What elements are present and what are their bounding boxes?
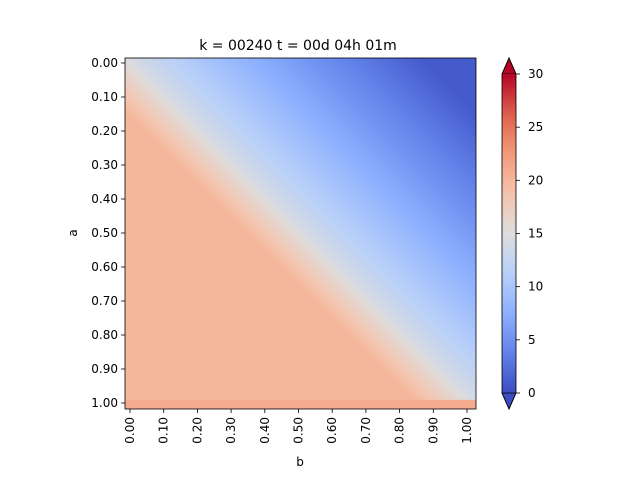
x-axis-label: b bbox=[296, 455, 304, 469]
x-tick-label: 0.30 bbox=[224, 417, 238, 444]
colorbar-tick-label: 5 bbox=[528, 333, 536, 347]
x-tick-label: 0.60 bbox=[325, 417, 339, 444]
y-tick-label: 0.00 bbox=[91, 56, 118, 70]
heatmap bbox=[124, 57, 477, 410]
y-tick-label: 0.90 bbox=[91, 362, 118, 376]
x-tick-label: 0.00 bbox=[123, 417, 137, 444]
colorbar: 0 5 10 15 20 25 30 bbox=[501, 57, 543, 410]
colorbar-tick-label: 20 bbox=[528, 173, 543, 187]
colorbar-tick-label: 25 bbox=[528, 120, 543, 134]
colorbar-extend-top bbox=[501, 57, 517, 75]
y-tick-label: 0.10 bbox=[91, 90, 118, 104]
colorbar-tick-label: 15 bbox=[528, 227, 543, 241]
y-axis-label: a bbox=[66, 229, 80, 236]
colorbar-gradient bbox=[502, 74, 516, 393]
y-axis: 0.00 0.10 0.20 0.30 0.40 0.50 0.60 0.70 0.80 0.90… bbox=[91, 56, 125, 410]
y-tick-label: 0.30 bbox=[91, 158, 118, 172]
y-tick-label: 0.40 bbox=[91, 192, 118, 206]
x-tick-label: 0.80 bbox=[393, 417, 407, 444]
x-tick-label: 0.90 bbox=[426, 417, 440, 444]
y-tick-label: 0.50 bbox=[91, 226, 118, 240]
colorbar-tick-label: 0 bbox=[528, 386, 536, 400]
x-tick-label: 1.00 bbox=[460, 417, 474, 444]
colorbar-tick-label: 30 bbox=[528, 67, 543, 81]
y-tick-label: 0.20 bbox=[91, 124, 118, 138]
colorbar-tick-label: 10 bbox=[528, 280, 543, 294]
x-tick-label: 0.20 bbox=[190, 417, 204, 444]
colorbar-extend-bottom bbox=[501, 392, 517, 410]
y-tick-label: 0.60 bbox=[91, 260, 118, 274]
x-tick-label: 0.40 bbox=[258, 417, 272, 444]
x-tick-label: 0.70 bbox=[359, 417, 373, 444]
plot-frame bbox=[124, 57, 477, 410]
chart-title: k = 00240 t = 00d 04h 01m bbox=[199, 38, 397, 54]
colorbar-ticks: 0 5 10 15 20 25 30 bbox=[516, 67, 543, 400]
x-tick-label: 0.10 bbox=[157, 417, 171, 444]
x-tick-label: 0.50 bbox=[292, 417, 306, 444]
y-tick-label: 0.80 bbox=[91, 328, 118, 342]
y-tick-label: 0.70 bbox=[91, 294, 118, 308]
y-tick-label: 1.00 bbox=[91, 396, 118, 410]
x-axis: 0.00 0.10 0.20 0.30 0.40 0.50 0.60 0.70 0.80 0.90… bbox=[123, 409, 474, 444]
